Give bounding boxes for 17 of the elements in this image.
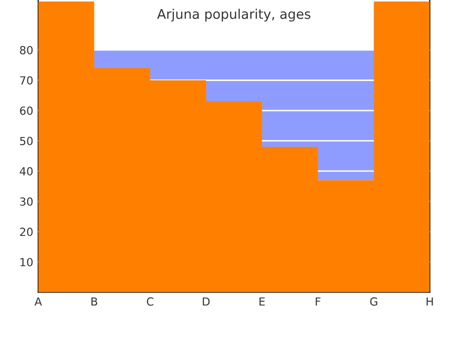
x-tick-label: G	[370, 297, 378, 306]
y-tick-label: 70	[20, 76, 33, 85]
x-tick-label: F	[316, 297, 320, 306]
y-tick-label: 30	[20, 197, 33, 206]
y-tick-label: 60	[20, 106, 33, 115]
y-tick-label: 50	[20, 136, 33, 146]
x-tick-label: B	[91, 297, 98, 306]
text: Arjuna popularity, ages	[157, 8, 310, 22]
y-tick-label: 80	[20, 46, 33, 54]
x-tick-label: E	[260, 297, 265, 306]
x-tick-label: D	[202, 297, 210, 306]
y-tick-label: 20	[20, 228, 33, 236]
x-tick-label: H	[426, 297, 433, 306]
y-tick-label: 10	[20, 258, 33, 266]
x-tick-label: A	[34, 297, 42, 306]
y-tick-label: 40	[20, 167, 33, 176]
x-tick-label: C	[146, 297, 154, 306]
